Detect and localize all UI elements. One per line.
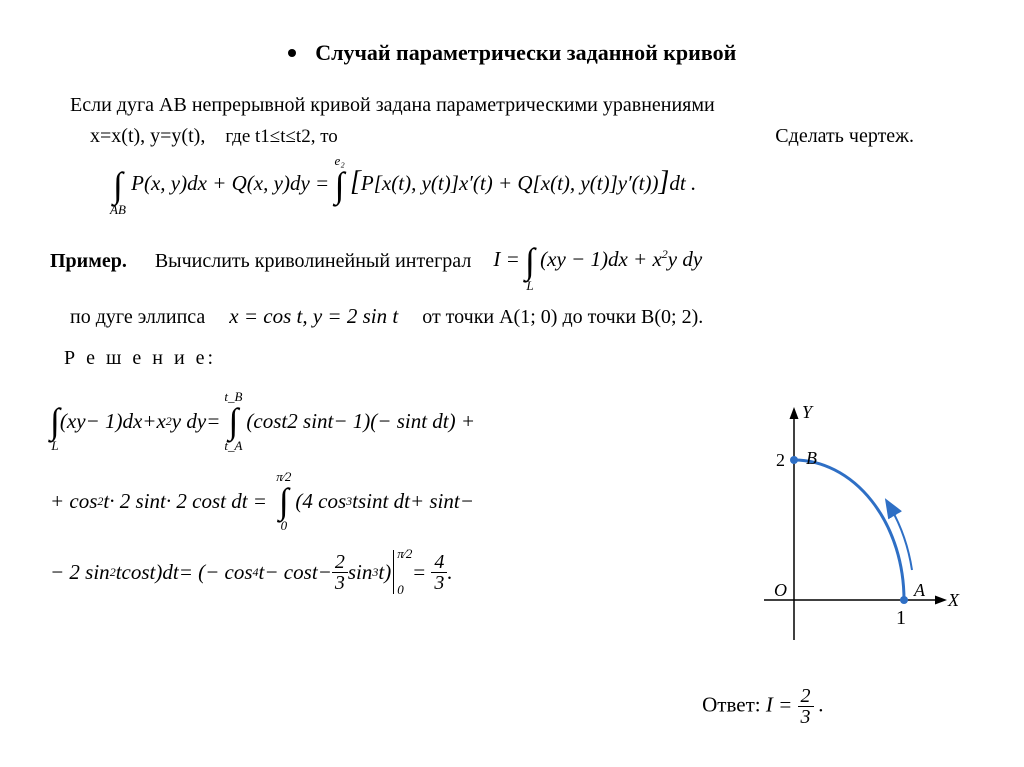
bullet-icon bbox=[288, 49, 296, 57]
fraction-2-3: 2 3 bbox=[332, 552, 348, 593]
ellipse-text-b: от точки A(1; 0) до точки B(0; 2). bbox=[422, 304, 703, 331]
eval-bar: π⁄2 0 bbox=[393, 550, 394, 594]
main-formula: ∫ AB P(x, y)dx + Q(x, y)dy = e₂ ∫ [P[x(t… bbox=[110, 154, 974, 216]
point-b bbox=[790, 456, 798, 464]
frac-d: 3 bbox=[431, 573, 447, 593]
integral-icon: ∫L bbox=[50, 390, 60, 452]
parametric-line: x=x(t), y=y(t), где t1≤t≤t2, то Сделать … bbox=[90, 125, 974, 148]
answer-expr: I = bbox=[766, 692, 792, 716]
bar-top: π⁄2 bbox=[397, 546, 412, 562]
example-integral: I = ∫ L (xy − 1)dx + x2y dy bbox=[493, 230, 702, 292]
integral-icon: t_B ∫ t_A bbox=[224, 390, 242, 452]
integral-right-icon: e₂ ∫ bbox=[334, 154, 344, 216]
frac-n: 2 bbox=[798, 686, 814, 707]
frac-d: 3 bbox=[332, 573, 348, 593]
bar-bot: 0 bbox=[397, 582, 404, 598]
title-text: Случай параметрически заданной кривой bbox=[315, 40, 736, 65]
label-two: 2 bbox=[776, 450, 785, 470]
aside-note: Сделать чертеж. bbox=[775, 125, 914, 148]
sol1-low: t_A bbox=[224, 439, 242, 452]
intro-text: Если дуга AB непрерывной кривой задана п… bbox=[70, 94, 715, 116]
answer-line: Ответ: I = 2 3 . bbox=[702, 686, 824, 727]
integral-left-sub: AB bbox=[110, 203, 126, 216]
ellipse-text-a: по дуге эллипса bbox=[70, 304, 205, 331]
label-y: Y bbox=[802, 402, 814, 422]
sol2-low: 0 bbox=[281, 519, 288, 532]
dot: . bbox=[447, 560, 452, 585]
example-text: Вычислить криволинейный интеграл bbox=[155, 250, 472, 273]
ellipse-graph: Y X O A B 1 2 bbox=[744, 400, 964, 660]
frac-d: 3 bbox=[798, 707, 814, 727]
label-one: 1 bbox=[896, 607, 906, 629]
intro-paragraph: Если дуга AB непрерывной кривой задана п… bbox=[70, 92, 974, 119]
param-equations: x=x(t), y=y(t), bbox=[90, 125, 205, 148]
frac-n: 2 bbox=[332, 552, 348, 573]
label-a: A bbox=[913, 580, 926, 600]
param-where: где t1≤t≤t2, то bbox=[225, 126, 337, 148]
solution-label: Р е ш е н и е: bbox=[64, 345, 974, 372]
example-integral-sub: L bbox=[526, 279, 533, 292]
ellipse-equation: x = cos t, y = 2 sin t bbox=[229, 302, 398, 330]
frac-n: 4 bbox=[431, 552, 447, 573]
sol1-sub: L bbox=[51, 439, 58, 452]
label-o: O bbox=[774, 580, 787, 600]
fraction-4-3: 4 3 bbox=[431, 552, 447, 593]
example-row: Пример. Вычислить криволинейный интеграл… bbox=[50, 230, 974, 292]
label-b: B bbox=[806, 448, 817, 468]
ellipse-line: по дуге эллипса x = cos t, y = 2 sin t о… bbox=[70, 302, 974, 331]
point-a bbox=[900, 596, 908, 604]
solution-label-text: Р е ш е н и е: bbox=[64, 347, 216, 369]
example-label: Пример. bbox=[50, 250, 127, 273]
section-title: Случай параметрически заданной кривой bbox=[50, 40, 974, 66]
dot: . bbox=[819, 692, 824, 716]
integral-icon: π⁄2 ∫ 0 bbox=[276, 470, 291, 532]
answer-fraction: 2 3 bbox=[798, 686, 814, 727]
label-x: X bbox=[947, 590, 960, 610]
ellipse-arc bbox=[794, 460, 904, 600]
integral-left-icon: ∫ AB bbox=[110, 154, 126, 216]
answer-label: Ответ: bbox=[702, 692, 760, 716]
